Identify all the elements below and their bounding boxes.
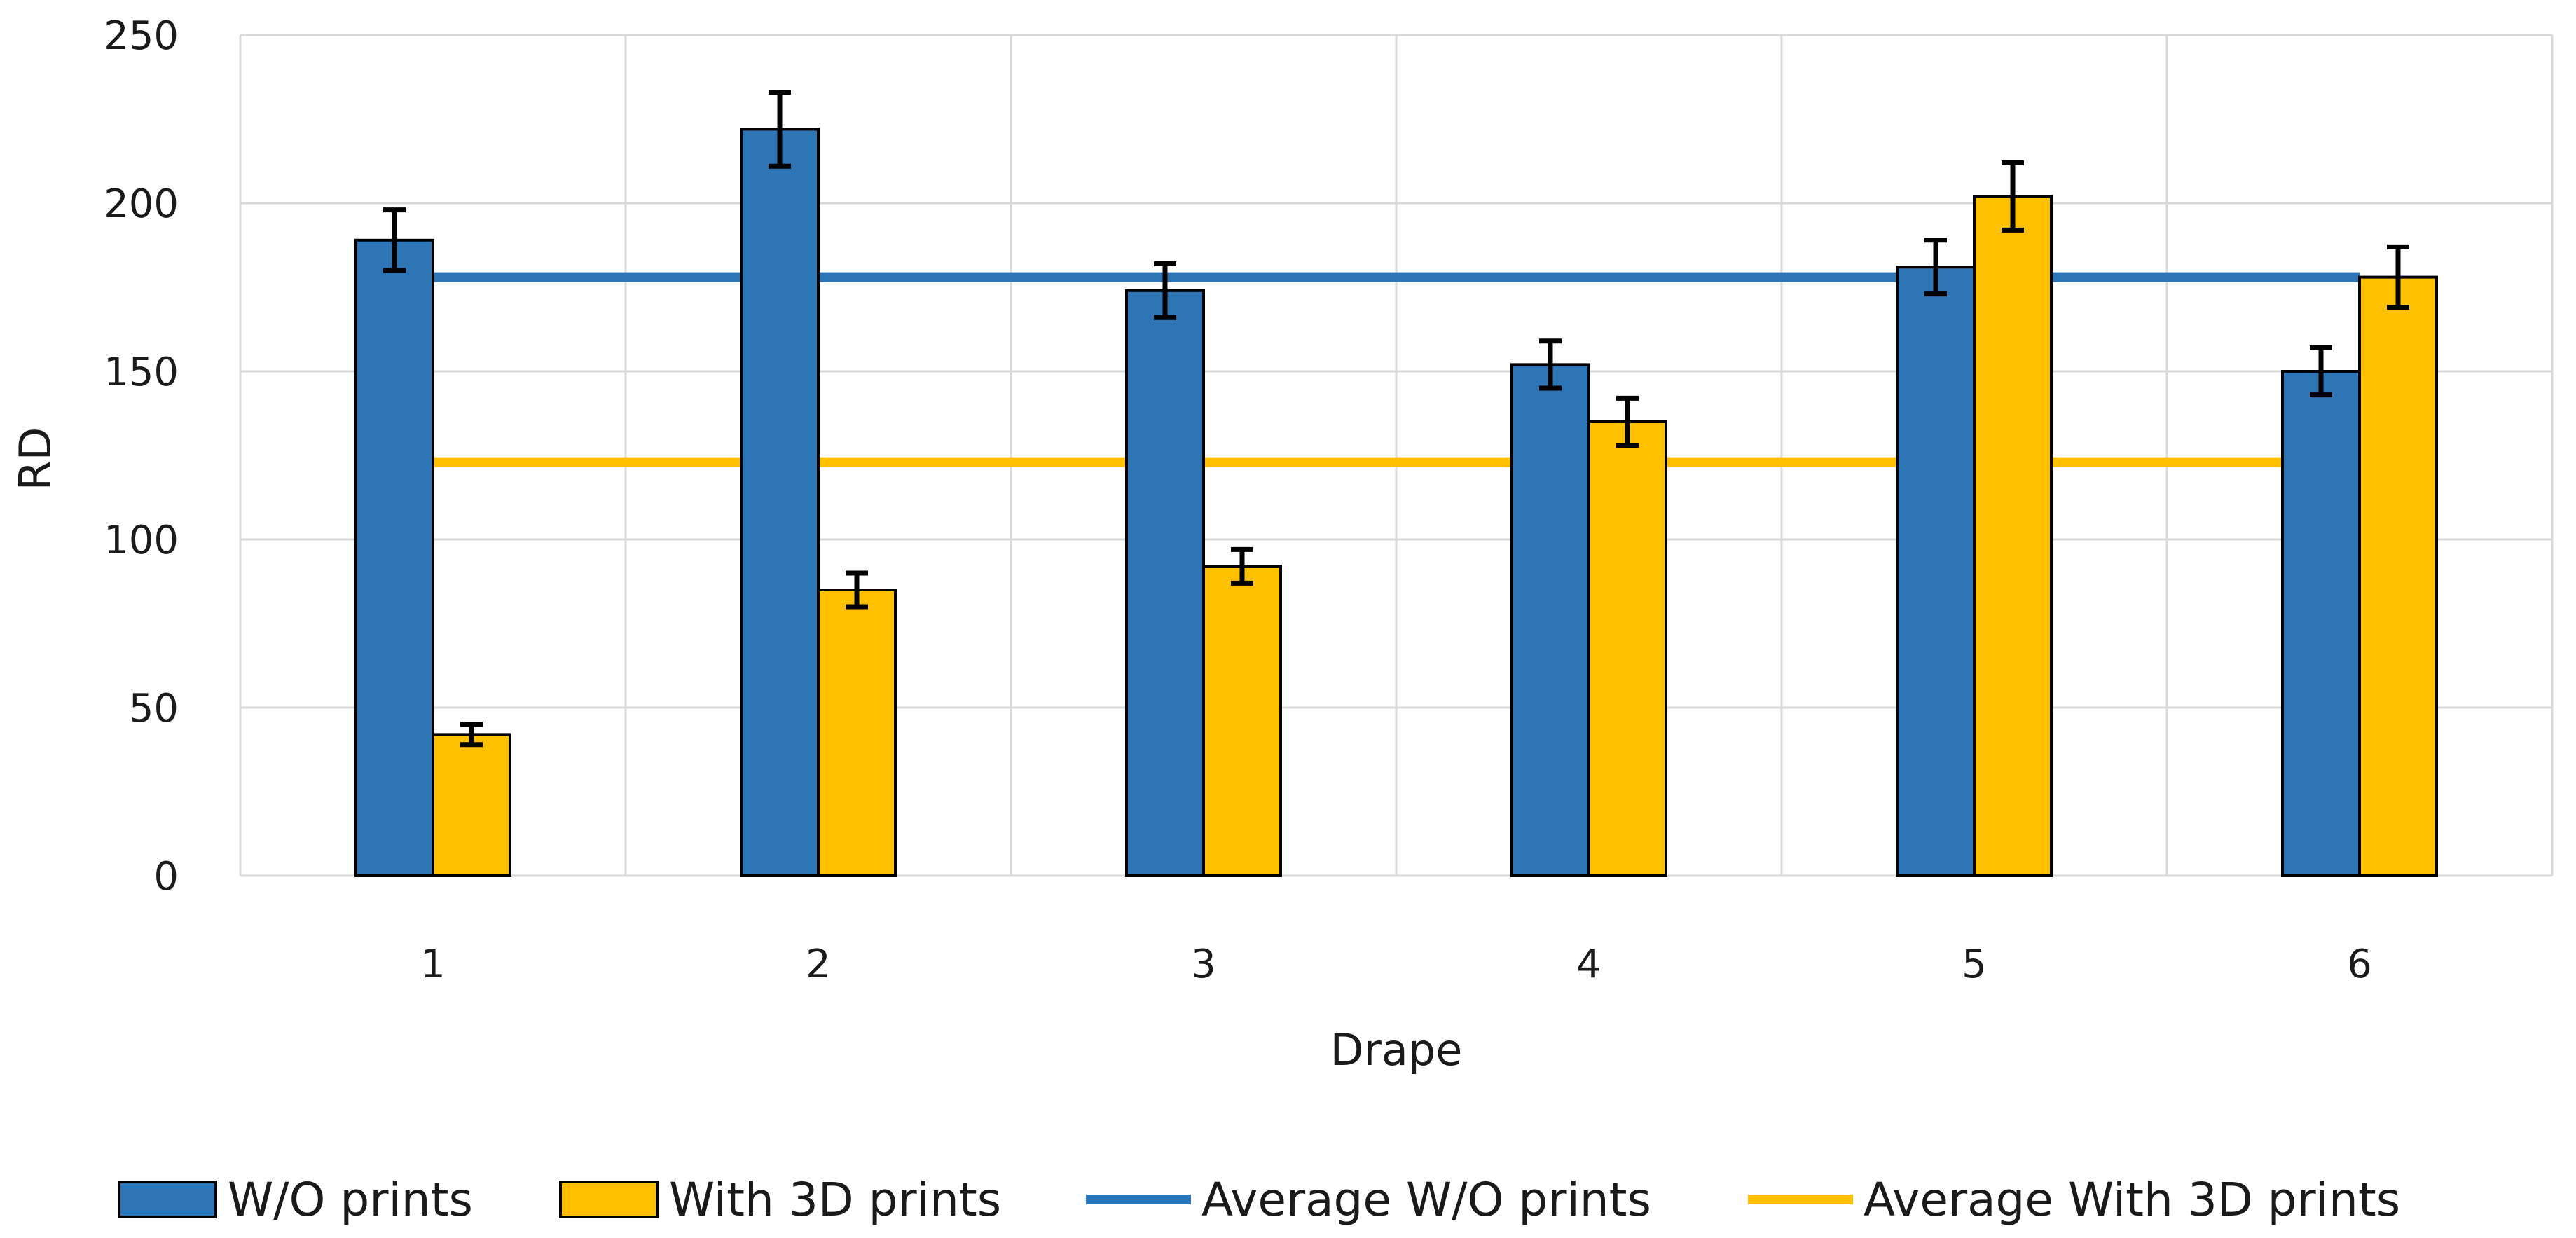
bar-wo-prints-5: [1896, 266, 1976, 877]
gridlines: [239, 34, 2554, 877]
x-tick-label-1: 1: [420, 942, 446, 987]
legend-item-average-with-3d-prints: Average With 3D prints: [1748, 1173, 2400, 1227]
bar-wo-prints-4: [1510, 363, 1590, 877]
legend-item-wo-prints-label: W/O prints: [228, 1173, 473, 1227]
legend-item-with-3d-prints: With 3D prints: [559, 1173, 1001, 1227]
y-tick-label-100: 100: [104, 518, 179, 563]
error-bars: [383, 90, 2409, 748]
legend-item-wo-prints-swatch: [118, 1181, 217, 1218]
bar-wo-prints-6: [2281, 370, 2361, 877]
bar-wo-prints-1: [354, 238, 434, 877]
bar-with-3d-prints-4: [1587, 420, 1667, 877]
legend-item-average-with-3d-prints-label: Average With 3D prints: [1864, 1173, 2400, 1227]
x-axis-tick-labels: 1 2 3 4 5 6: [420, 942, 2372, 987]
bar-wo-prints-2: [740, 128, 820, 877]
x-tick-label-6: 6: [2347, 942, 2372, 987]
y-tick-label-250: 250: [104, 13, 179, 59]
legend-item-wo-prints: W/O prints: [118, 1173, 473, 1227]
x-tick-label-4: 4: [1576, 942, 1602, 987]
x-tick-label-5: 5: [1962, 942, 1987, 987]
y-tick-label-200: 200: [104, 181, 179, 227]
bar-with-3d-prints-5: [1973, 195, 2053, 877]
legend-item-with-3d-prints-swatch: [559, 1181, 659, 1218]
bars: [354, 128, 2438, 878]
bar-with-3d-prints-3: [1202, 565, 1282, 878]
bar-with-3d-prints-1: [432, 733, 511, 878]
y-tick-label-150: 150: [104, 350, 179, 395]
x-tick-label-2: 2: [806, 942, 831, 987]
legend-item-average-wo-prints-label: Average W/O prints: [1201, 1173, 1651, 1227]
y-axis-title: RD: [10, 427, 61, 491]
legend: W/O prints With 3D prints Average W/O prin…: [118, 1173, 2400, 1227]
y-tick-label-0: 0: [153, 854, 179, 900]
y-tick-label-50: 50: [129, 686, 179, 731]
legend-item-average-wo-prints: Average W/O prints: [1086, 1173, 1651, 1227]
x-tick-label-3: 3: [1191, 942, 1216, 987]
legend-item-with-3d-prints-label: With 3D prints: [669, 1173, 1001, 1227]
y-axis-tick-labels: 0 50 100 150 200 250: [104, 13, 179, 900]
bar-wo-prints-3: [1125, 289, 1205, 877]
bar-with-3d-prints-2: [817, 589, 897, 877]
x-axis-title: Drape: [1330, 1024, 1463, 1075]
bar-with-3d-prints-6: [2358, 275, 2438, 878]
